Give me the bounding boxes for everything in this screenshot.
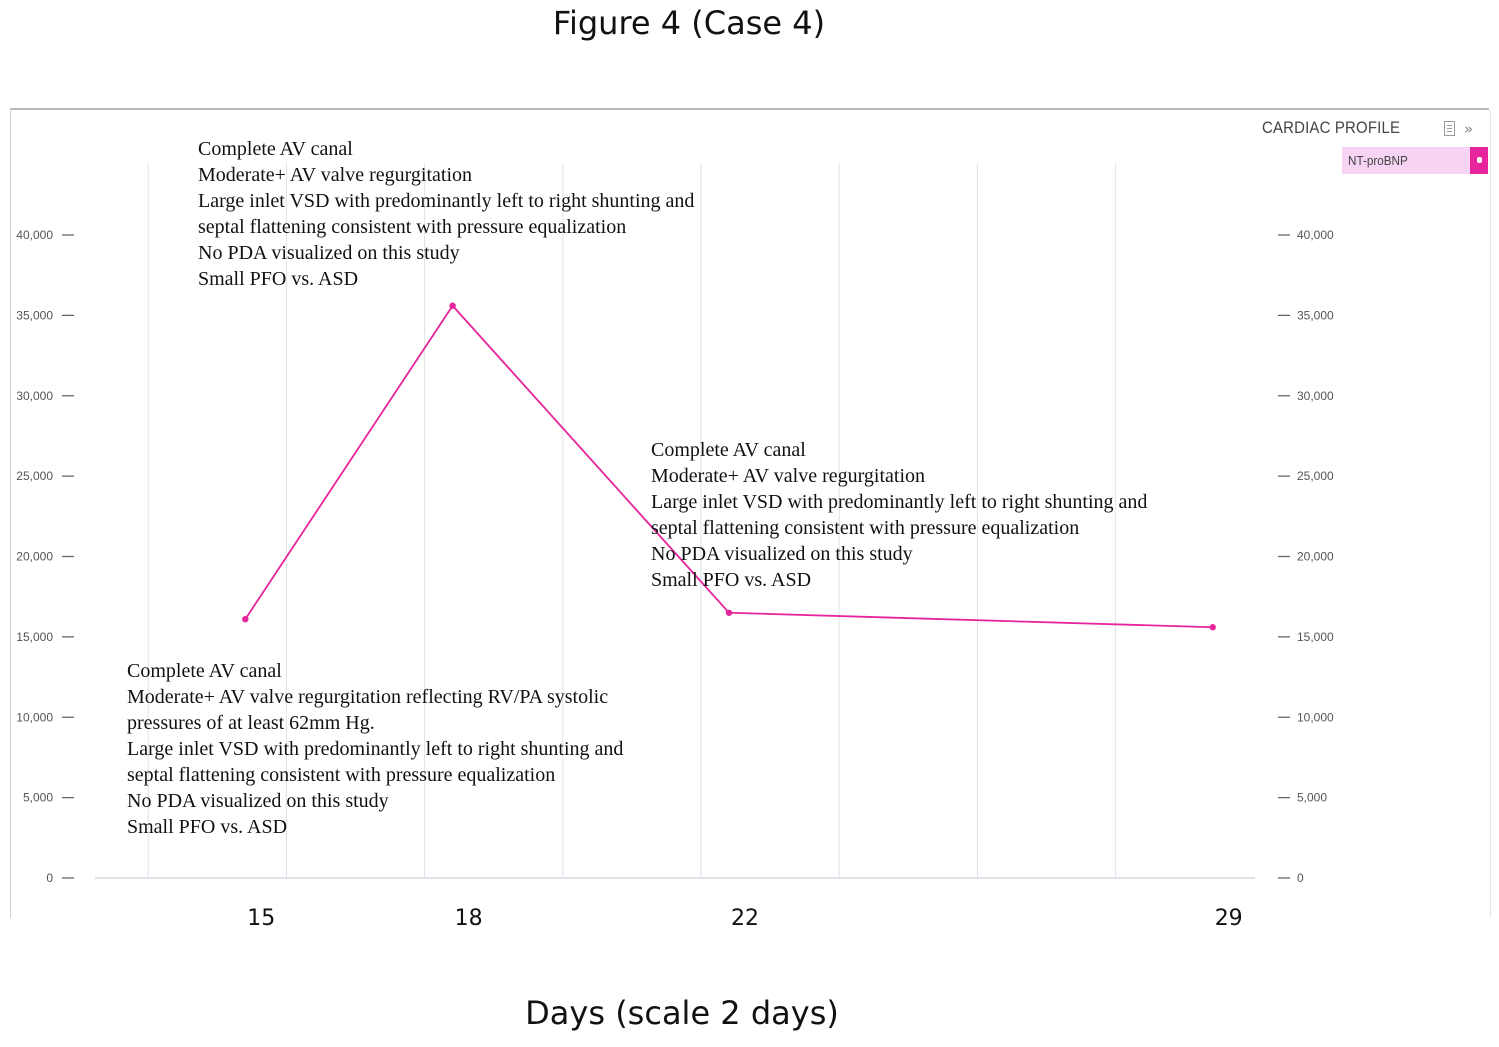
annotation-line: No PDA visualized on this study bbox=[198, 242, 460, 264]
y-tick-label-right: 5,000 bbox=[1297, 791, 1327, 805]
annotation-line: Small PFO vs. ASD bbox=[198, 268, 359, 290]
annotation-line: No PDA visualized on this study bbox=[651, 543, 913, 565]
y-tick-label-right: 40,000 bbox=[1297, 228, 1334, 242]
y-tick-label-left: 15,000 bbox=[16, 630, 53, 644]
annotation-line: Large inlet VSD with predominantly left … bbox=[127, 738, 624, 760]
annotation-line: septal flattening consistent with pressu… bbox=[651, 517, 1080, 539]
figure-title: Figure 4 (Case 4) bbox=[552, 4, 826, 42]
annotation-line: Large inlet VSD with predominantly left … bbox=[651, 491, 1148, 513]
data-point bbox=[449, 302, 456, 309]
annotation-line: Complete AV canal bbox=[198, 138, 353, 160]
y-tick-label-right: 20,000 bbox=[1297, 550, 1334, 564]
panel-left-border bbox=[10, 110, 11, 918]
annotation-line: No PDA visualized on this study bbox=[127, 790, 389, 812]
annotation-line: septal flattening consistent with pressu… bbox=[127, 764, 556, 786]
legend-title: CARDIAC PROFILE bbox=[1262, 118, 1401, 137]
y-tick-label-left: 30,000 bbox=[16, 389, 53, 403]
y-tick-label-right: 30,000 bbox=[1297, 389, 1334, 403]
data-point bbox=[725, 609, 733, 616]
y-tick-label-left: 25,000 bbox=[16, 469, 53, 483]
collapse-icon[interactable]: » bbox=[1464, 120, 1474, 138]
y-tick-label-left: 0 bbox=[46, 871, 53, 885]
annotation-line: Moderate+ AV valve regurgitation bbox=[198, 164, 473, 186]
legend-item-label: NT-proBNP bbox=[1348, 153, 1408, 168]
panel-top-border bbox=[10, 108, 1489, 110]
y-tick-label-right: 15,000 bbox=[1297, 630, 1334, 644]
series-line bbox=[244, 304, 1213, 629]
annotation-line: Complete AV canal bbox=[127, 660, 282, 682]
annotation-line: Small PFO vs. ASD bbox=[651, 569, 812, 591]
annotation-line: Moderate+ AV valve regurgitation reflect… bbox=[127, 686, 609, 708]
y-tick-label-left: 5,000 bbox=[23, 791, 53, 805]
panel-right-border bbox=[1490, 110, 1491, 918]
legend-swatch[interactable] bbox=[1470, 147, 1488, 174]
annotation-line: Complete AV canal bbox=[651, 439, 806, 461]
data-point bbox=[1209, 624, 1216, 631]
annotation-line: septal flattening consistent with pressu… bbox=[198, 216, 627, 238]
y-tick-label-right: 10,000 bbox=[1297, 710, 1334, 724]
annotation-line: Small PFO vs. ASD bbox=[127, 816, 288, 838]
y-tick-label-right: 0 bbox=[1297, 871, 1304, 885]
y-tick-label-right: 35,000 bbox=[1297, 308, 1334, 322]
y-tick-label-right: 25,000 bbox=[1297, 469, 1334, 483]
chart-series bbox=[242, 302, 1216, 631]
y-tick-label-left: 40,000 bbox=[16, 228, 53, 242]
x-axis-label: Days (scale 2 days) bbox=[525, 994, 839, 1032]
chart-axes: 0 0 5,000 5,000 10,000 10,000 15,000 15,000 20,0… bbox=[16, 228, 1334, 931]
annotation-day-18: Complete AV canal Moderate+ AV valve reg… bbox=[198, 136, 694, 292]
annotation-day-15: Complete AV canal Moderate+ AV valve reg… bbox=[127, 658, 623, 840]
y-tick-label-left: 20,000 bbox=[16, 550, 53, 564]
x-tick-label: 22 bbox=[731, 906, 759, 931]
chart-grid bbox=[147, 163, 1117, 878]
x-tick-label: 18 bbox=[455, 906, 483, 931]
x-tick-label: 15 bbox=[247, 906, 275, 931]
data-point bbox=[242, 615, 249, 623]
table-view-icon[interactable] bbox=[1444, 121, 1455, 136]
annotation-line: Moderate+ AV valve regurgitation bbox=[651, 465, 926, 487]
annotation-line: pressures of at least 62mm Hg. bbox=[127, 712, 375, 734]
y-tick-label-left: 10,000 bbox=[16, 710, 53, 724]
x-tick-label: 29 bbox=[1215, 906, 1243, 931]
annotation-day-22: Complete AV canal Moderate+ AV valve reg… bbox=[651, 437, 1147, 593]
y-tick-label-left: 35,000 bbox=[16, 308, 53, 322]
annotation-line: Large inlet VSD with predominantly left … bbox=[198, 190, 695, 212]
legend-item-nt-probnp[interactable]: NT-proBNP bbox=[1342, 147, 1488, 174]
